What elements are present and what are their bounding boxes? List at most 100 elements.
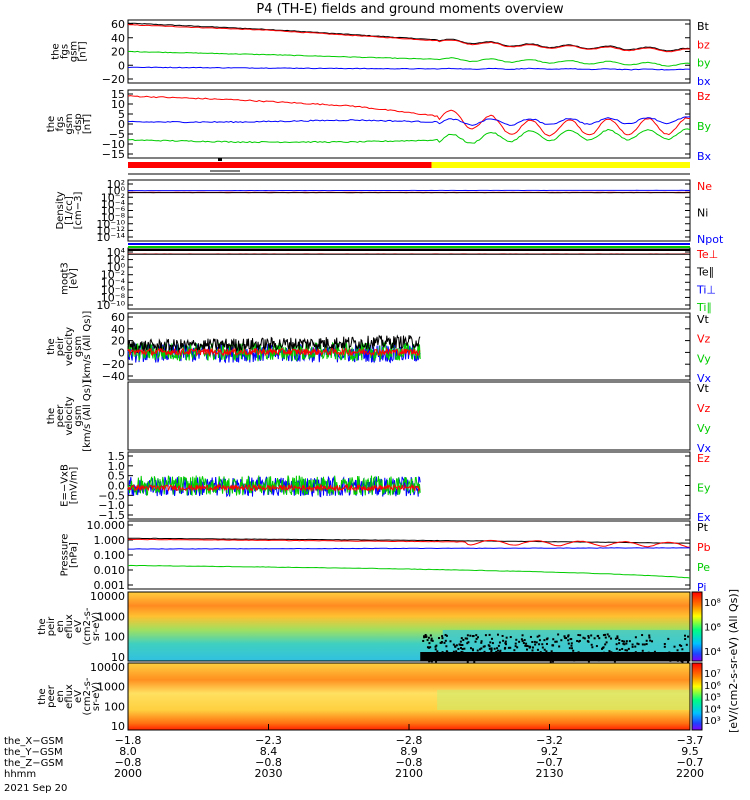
panel-density: Density[1/cc][cm−3]10²10⁰10⁻²10⁻⁴10⁻⁶10⁻…: [55, 178, 724, 246]
speckle-dot: [463, 647, 466, 650]
ylabel-line: velocity: [64, 327, 75, 366]
speckle-dot: [525, 644, 528, 647]
ytick-label: 10⁻⁴: [101, 198, 126, 211]
speckle-dot: [484, 634, 487, 637]
speckle-dot: [550, 650, 553, 653]
plot-frame: [127, 247, 691, 310]
ytick-label: 100: [104, 700, 125, 713]
speckle-dot: [462, 639, 465, 642]
speckle-dot: [541, 643, 544, 646]
ylabel-line: gsm: [73, 405, 84, 426]
speckle-dot: [663, 645, 666, 648]
speckle-dot: [572, 649, 575, 652]
speckle-dot: [489, 641, 492, 644]
speckle-dot: [626, 649, 629, 652]
speckle-dot: [440, 641, 443, 644]
ylabel-line: eflux: [64, 684, 75, 709]
speckle-dot: [502, 639, 505, 642]
speckle-dot: [466, 642, 469, 645]
speckle-dot: [680, 644, 683, 647]
legend-vx: Vx: [697, 372, 712, 385]
speckle-dot: [625, 640, 628, 643]
speckle-dot: [663, 642, 666, 645]
speckle-dot: [505, 636, 508, 639]
speckle-dot: [445, 650, 448, 653]
ylabel-line: fgs: [55, 116, 66, 131]
xaxis-value: 9.2: [541, 745, 559, 758]
xaxis-value: −3.2: [536, 734, 563, 747]
ylabel-line: velocity: [64, 396, 75, 435]
series-noise: [127, 334, 421, 353]
speckle-dot: [455, 644, 458, 647]
speckle-dot: [681, 648, 684, 651]
ytick-label: 10⁻¹²: [96, 224, 125, 237]
ytick-label: 10: [111, 651, 125, 664]
speckle-dot: [552, 638, 555, 641]
legend-vy: Vy: [697, 352, 711, 365]
speckle-dot: [509, 646, 512, 649]
ytick-label: 0.001: [94, 579, 126, 592]
plot-frame: [127, 19, 691, 84]
speckle-dot: [424, 633, 427, 636]
speckle-dot: [555, 640, 558, 643]
ylabel-line: [km/s (All Qs)]: [82, 311, 93, 383]
speckle-dot: [604, 636, 607, 639]
ylabel-line: eflux: [64, 614, 75, 639]
speckle-dot: [501, 634, 504, 637]
speckle-dot: [624, 649, 627, 652]
legend-vx: Vx: [697, 442, 712, 455]
ytick-label: −1.5: [98, 509, 125, 522]
ytick-label: 10²: [107, 254, 125, 267]
speckle-dot: [471, 649, 474, 652]
speckle-dot: [567, 639, 570, 642]
ylabel-line: peir: [46, 616, 57, 636]
speckle-dot: [476, 636, 479, 639]
spectrogram-noise-band: [420, 652, 690, 661]
ytick-label: −20: [102, 358, 125, 371]
speckle-dot: [549, 660, 552, 663]
speckle-dot: [546, 637, 549, 640]
legend-npot: Npot: [697, 233, 724, 246]
ytick-label: 1.5: [108, 450, 126, 463]
speckle-dot: [543, 639, 546, 642]
speckle-dot: [608, 635, 611, 638]
legend-ey: Ey: [697, 482, 711, 495]
colorbar-tick-label: 10⁸: [704, 598, 721, 609]
speckle-dot: [605, 641, 608, 644]
speckle-dot: [536, 635, 539, 638]
speckle-dot: [513, 649, 516, 652]
ylabel-line: [mV/m]: [69, 467, 80, 505]
plot-frame: [127, 591, 691, 662]
ytick-label: 20: [111, 335, 125, 348]
speckle-dot: [490, 650, 493, 653]
speckle-dot: [509, 636, 512, 639]
speckle-dot: [649, 639, 652, 642]
speckle-dot: [579, 634, 582, 637]
speckle-dot: [606, 633, 609, 636]
speckle-dot: [518, 640, 521, 643]
speckle-dot: [504, 640, 507, 643]
colorbar-tick-label: 10⁶: [704, 681, 721, 692]
ylabel-line: eV: [73, 620, 84, 633]
legend-bx: Bx: [697, 150, 712, 163]
ylabel-line: en: [55, 690, 66, 703]
ylabel-line: gsm: [69, 41, 80, 62]
legend-ez: Ez: [697, 452, 710, 465]
speckle-dot: [488, 633, 491, 636]
speckle-dot: [435, 644, 438, 647]
ytick-label: 10⁻⁶: [101, 284, 126, 297]
ylabel-line: (cm2-s-: [82, 677, 93, 715]
speckle-dot: [522, 642, 525, 645]
legend-ne: Ne: [697, 180, 712, 193]
xaxis-value: 2000: [114, 767, 142, 780]
speckle-dot: [565, 637, 568, 640]
speckle-dot: [628, 640, 631, 643]
ytick-label: 10: [111, 98, 125, 111]
speckle-dot: [523, 639, 526, 642]
plot-frame: [127, 381, 691, 451]
speckle-dot: [460, 644, 463, 647]
speckle-dot: [653, 650, 656, 653]
speckle-dot: [676, 649, 679, 652]
legend-ex: Ex: [697, 511, 711, 524]
